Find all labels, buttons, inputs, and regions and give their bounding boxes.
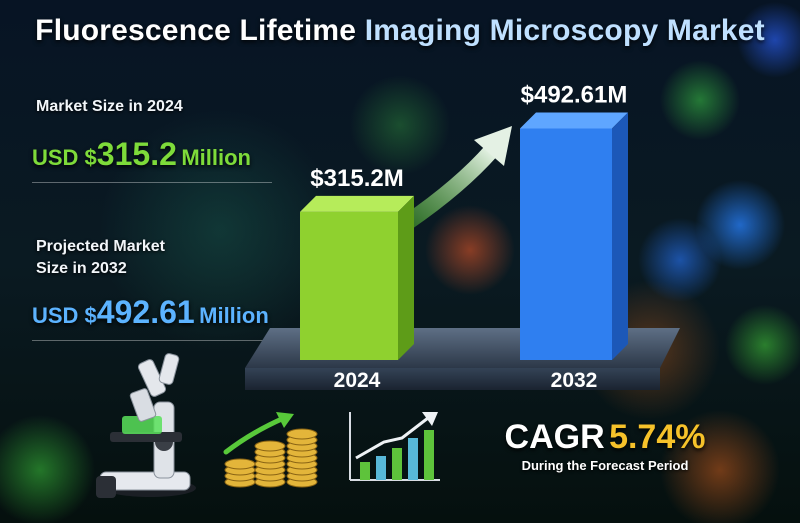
tick-label-2024: 2024 bbox=[334, 369, 381, 392]
bar-2032 bbox=[520, 128, 612, 360]
bar-chart-icon bbox=[349, 412, 440, 481]
bar-side-2032 bbox=[612, 112, 628, 360]
page-title: Fluorescence Lifetime Imaging Microscopy… bbox=[0, 14, 800, 48]
projected-label-line2: Size in 2032 bbox=[36, 260, 127, 277]
microscope-icon bbox=[96, 353, 196, 498]
cagr-block: CAGR 5.74% bbox=[470, 418, 740, 457]
cagr-subtitle: During the Forecast Period bbox=[521, 458, 689, 473]
divider-2024 bbox=[32, 182, 272, 183]
projected-market-label: Projected Market Size in 2032 bbox=[36, 236, 165, 280]
data-label-2024: $315.2M bbox=[310, 165, 403, 192]
divider-2032 bbox=[32, 340, 272, 341]
currency-2024: USD $ bbox=[32, 145, 97, 170]
growth-arrow-head bbox=[474, 126, 512, 166]
bar-top-2032 bbox=[520, 112, 628, 129]
value-2032: 492.61 bbox=[96, 294, 195, 330]
market-size-2024-label: Market Size in 2024 bbox=[36, 98, 183, 115]
value-2024: 315.2 bbox=[96, 136, 177, 172]
title-part2: Imaging Microscopy Market bbox=[364, 14, 765, 47]
tick-label-2032: 2032 bbox=[551, 369, 598, 392]
cagr-label: CAGR bbox=[504, 418, 605, 456]
growth-arrow bbox=[400, 142, 500, 230]
title-part1: Fluorescence Lifetime bbox=[35, 14, 357, 47]
bar-2024 bbox=[300, 211, 398, 360]
coin-stacks-icon bbox=[223, 412, 318, 488]
cagr-value: 5.74% bbox=[609, 418, 706, 456]
projected-label-line1: Projected Market bbox=[36, 238, 165, 255]
bar-top-2024 bbox=[300, 195, 414, 212]
bar-side-2024 bbox=[398, 195, 414, 360]
market-size-2024-value: USD $315.2 Million bbox=[32, 136, 251, 173]
data-label-2032: $492.61M bbox=[521, 81, 628, 108]
unit-2024: Million bbox=[181, 145, 251, 170]
unit-2032: Million bbox=[199, 303, 269, 328]
currency-2032: USD $ bbox=[32, 303, 97, 328]
chart-platform-front bbox=[245, 368, 660, 390]
market-size-2032-value: USD $492.61 Million bbox=[32, 294, 269, 331]
